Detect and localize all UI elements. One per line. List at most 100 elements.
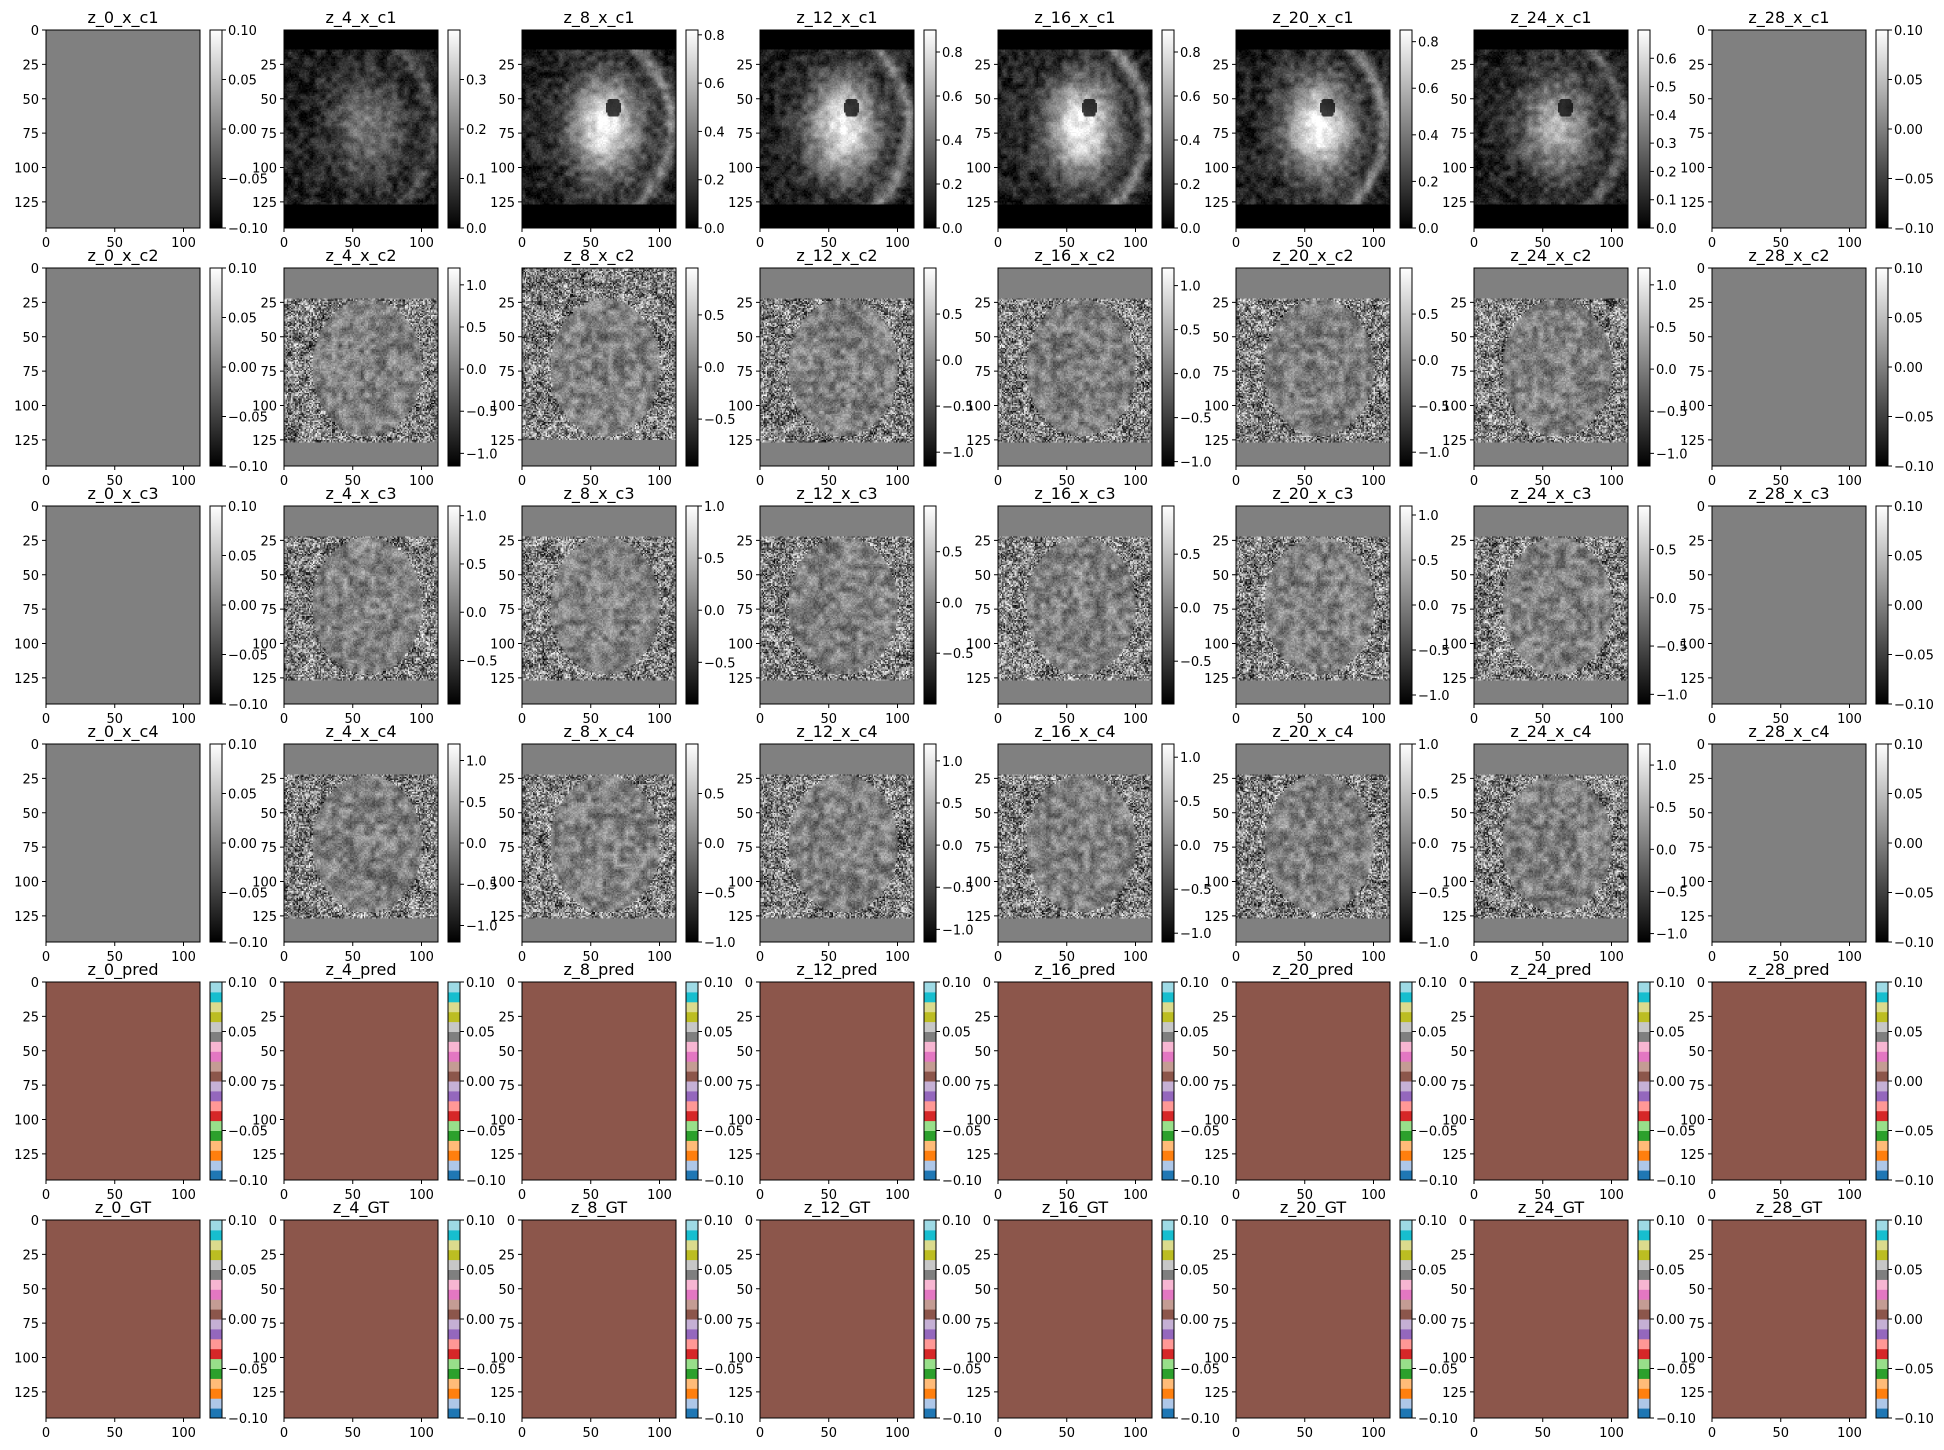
y-tick-label: 100 [252, 1352, 277, 1367]
colorbar-tick-label: −0.10 [228, 460, 268, 475]
y-tick-label: 50 [974, 569, 991, 584]
colorbar-swatch [686, 1398, 698, 1409]
colorbar-tick-label: 0.05 [228, 1026, 257, 1041]
y-tick-label: 25 [1212, 296, 1229, 311]
colorbar-swatch [210, 1041, 222, 1052]
panel-title: z_12_x_c4 [796, 722, 877, 742]
colorbar-swatch [1400, 1299, 1412, 1310]
y-tick-label: 50 [498, 93, 515, 108]
colorbar-swatch [1876, 1309, 1888, 1320]
colorbar-tick-label: −0.10 [1180, 1412, 1220, 1427]
y-tick-label: 75 [1688, 365, 1705, 380]
y-tick-label: 125 [966, 1386, 991, 1401]
panel-image [1712, 982, 1866, 1180]
colorbar-tick-label: 0.5 [942, 546, 963, 561]
y-tick-label: 0 [1697, 976, 1705, 991]
y-tick-label: 25 [974, 1010, 991, 1025]
colorbar-swatch [210, 1309, 222, 1320]
panel-frame [997, 267, 1153, 467]
y-tick-label: 25 [498, 772, 515, 787]
y-tick-label: 50 [260, 1045, 277, 1060]
y-tick-label: 125 [14, 434, 39, 449]
y-tick-label: 25 [260, 772, 277, 787]
x-tick-label: 50 [106, 236, 123, 251]
y-tick-label: 25 [1212, 534, 1229, 549]
x-tick-label: 0 [994, 474, 1002, 489]
colorbar-tick-label: 0.0 [466, 363, 487, 378]
y-tick-label: 100 [728, 400, 753, 415]
colorbar-tick-label: 0.05 [1894, 788, 1923, 803]
colorbar-tick-label: 0.0 [942, 222, 963, 237]
y-tick-label: 125 [966, 910, 991, 925]
y-tick-label: 25 [974, 1248, 991, 1263]
colorbar-swatch [448, 1368, 460, 1379]
colorbar-tick-label: 0.5 [1656, 321, 1677, 336]
y-tick-label: 100 [252, 162, 277, 177]
y-tick-label: 75 [736, 603, 753, 618]
colorbar-swatch [448, 1259, 460, 1270]
colorbar-tick-label: 0.5 [466, 321, 487, 336]
colorbar-swatch [1400, 1011, 1412, 1023]
colorbar-swatch [448, 982, 460, 993]
colorbar-swatch [686, 1071, 698, 1082]
panel-z_16_x_c1: z_16_x_c1 25 50 75 100 125 0 50 100 0.8 0.6 0.4 0.2 0… [966, 8, 1201, 251]
y-tick-label: 125 [728, 672, 753, 687]
colorbar-swatch [1638, 1388, 1650, 1399]
colorbar-swatch [686, 1100, 698, 1112]
y-tick-label: 75 [1688, 127, 1705, 142]
panel-image [1474, 982, 1628, 1180]
colorbar-tick-label: 0.05 [1656, 1264, 1685, 1279]
y-tick-label: 75 [1212, 127, 1229, 142]
y-tick-label: 25 [736, 534, 753, 549]
panel-image [522, 744, 676, 942]
colorbar-swatch [686, 1051, 698, 1062]
panel-z_16_x_c2: z_16_x_c2 25 50 75 100 125 0 50 100 1.0 0.5 0.0 −0.5… [966, 246, 1211, 489]
y-tick-label: 50 [260, 331, 277, 346]
colorbar-tick-label: −1.0 [704, 936, 736, 951]
y-tick-label: 25 [22, 1248, 39, 1263]
colorbar-tick-label: 0.05 [228, 1264, 257, 1279]
colorbar-swatch [1162, 1130, 1174, 1141]
x-tick-label: 0 [994, 1426, 1002, 1441]
x-tick-label: 50 [582, 236, 599, 251]
colorbar-tick-label: 0.10 [228, 1214, 257, 1229]
y-tick-label: 50 [1450, 569, 1467, 584]
panel-image [522, 506, 676, 704]
panel-frame [1711, 1219, 1867, 1419]
colorbar-tick-label: −0.5 [1656, 405, 1688, 420]
colorbar-swatch [924, 1358, 936, 1369]
panel-image [522, 1220, 676, 1418]
colorbar-tick-label: −0.5 [466, 405, 498, 420]
colorbar-swatch [924, 1130, 936, 1141]
colorbar-swatch [1638, 1031, 1650, 1042]
colorbar-tick-label: 0.4 [1180, 134, 1201, 149]
colorbar-swatch [924, 1170, 936, 1181]
y-tick-label: 125 [1442, 196, 1467, 211]
colorbar-swatch [448, 1021, 460, 1032]
colorbar-swatch [448, 1041, 460, 1052]
colorbar-swatch [924, 1011, 936, 1023]
panel-image [1474, 744, 1628, 942]
colorbar-swatch [448, 1001, 460, 1013]
colorbar-swatch [1638, 1051, 1650, 1062]
y-tick-label: 125 [1680, 1148, 1705, 1163]
y-tick-label: 50 [1450, 1045, 1467, 1060]
colorbar-swatch [210, 1081, 222, 1092]
colorbar-swatch [1876, 1140, 1888, 1151]
y-tick-label: 50 [736, 331, 753, 346]
y-tick-label: 50 [1688, 569, 1705, 584]
colorbar-tick-label: 0.5 [1180, 795, 1201, 810]
y-tick-label: 125 [728, 434, 753, 449]
colorbar-swatch [1638, 1140, 1650, 1151]
colorbar-swatch [1876, 1388, 1888, 1399]
x-tick-label: 100 [1123, 236, 1148, 251]
x-tick-label: 0 [1232, 1426, 1240, 1441]
colorbar-tick-label: 0.4 [942, 134, 963, 149]
colorbar-swatch [1876, 1249, 1888, 1261]
panel-image [522, 982, 676, 1180]
colorbar-tick-label: 0.10 [942, 1214, 971, 1229]
y-tick-label: 25 [260, 534, 277, 549]
y-tick-label: 125 [1442, 910, 1467, 925]
x-tick-label: 0 [1232, 950, 1240, 965]
colorbar-swatch [1400, 1368, 1412, 1379]
